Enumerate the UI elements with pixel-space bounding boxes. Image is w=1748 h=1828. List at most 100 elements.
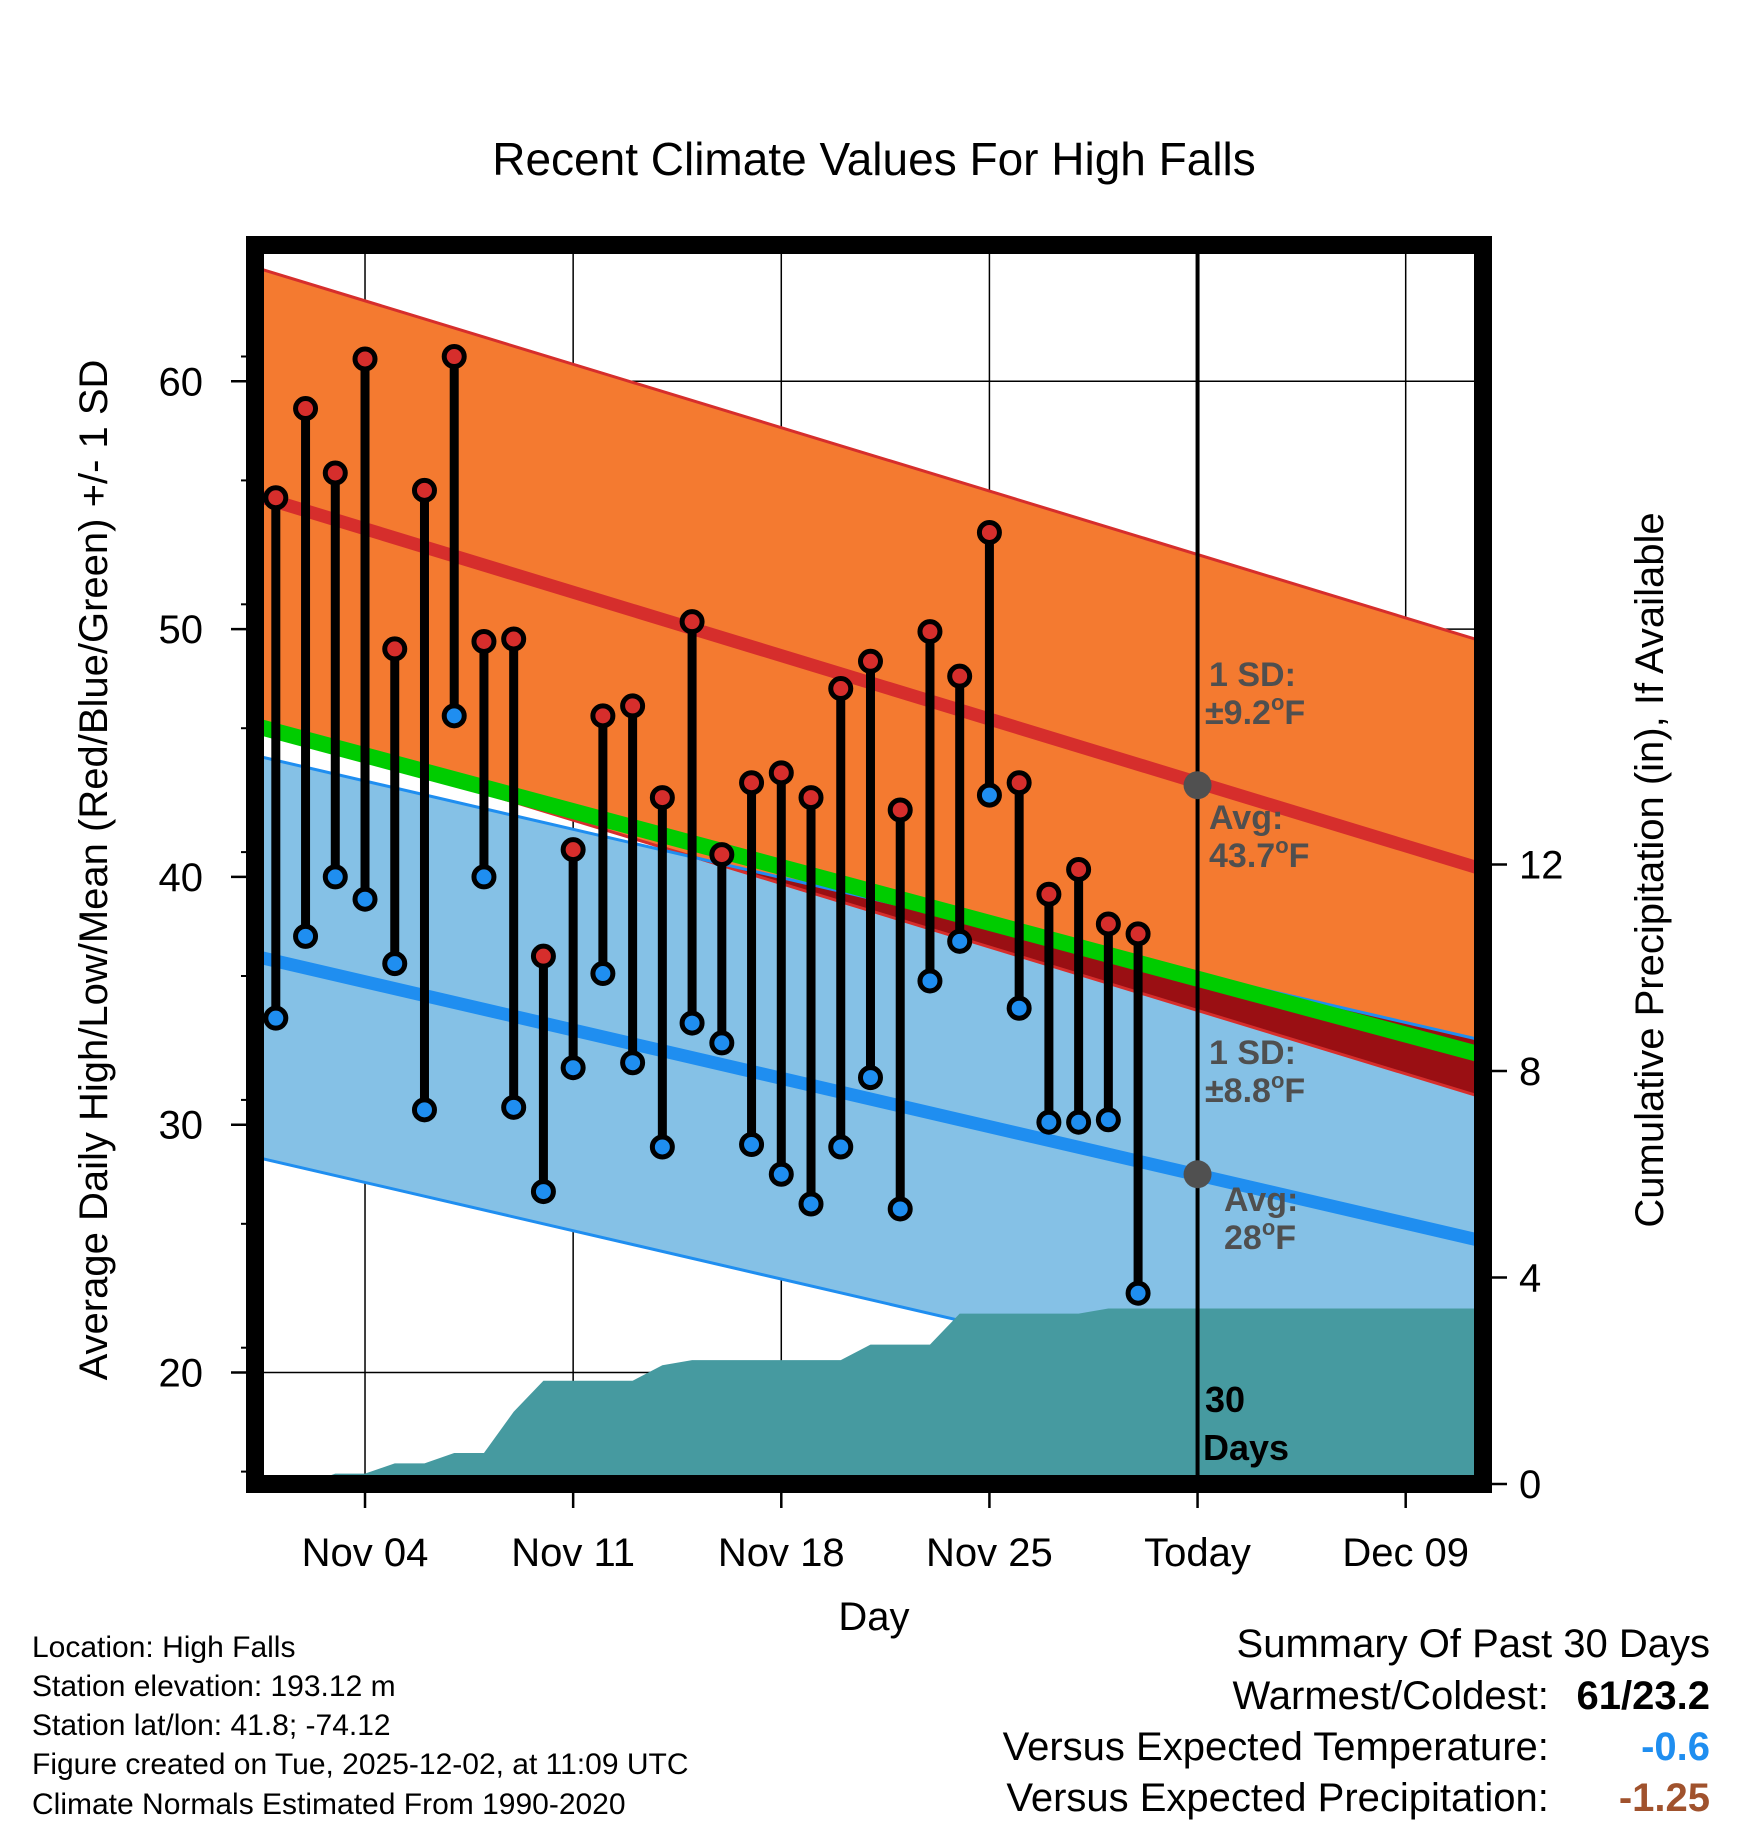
x-tick-label: Nov 18 — [718, 1531, 845, 1575]
y2-tick-label: 4 — [1519, 1257, 1541, 1301]
summary-temp-value: -0.6 — [1641, 1725, 1710, 1769]
obs-high-point — [1125, 921, 1151, 947]
obs-high-point — [887, 797, 913, 823]
obs-high-point — [709, 842, 735, 868]
obs-low-point — [620, 1050, 646, 1076]
obs-low-point — [471, 864, 497, 890]
obs-low-point — [441, 703, 467, 729]
obs-low-point — [411, 1097, 437, 1123]
observations — [263, 344, 1151, 1306]
obs-low-point — [590, 961, 616, 987]
summary-precip-label: Versus Expected Precipitation: — [1006, 1776, 1549, 1820]
obs-high-point — [263, 485, 289, 511]
low-sd-value: ±8.8oF — [1205, 1068, 1305, 1110]
chart-title: Recent Climate Values For High Falls — [492, 133, 1256, 185]
x-tick-label: Nov 04 — [302, 1531, 429, 1575]
x-tick-label: Today — [1144, 1531, 1251, 1575]
summary-precip-value: -1.25 — [1618, 1776, 1710, 1820]
high-sd-upper-line — [255, 265, 1483, 643]
obs-high-point — [411, 477, 437, 503]
obs-low-point — [768, 1161, 794, 1187]
obs-high-point — [471, 628, 497, 654]
plot-frame — [246, 236, 1492, 1493]
high-sd-label: 1 SD: — [1209, 656, 1296, 694]
obs-low-point — [501, 1094, 527, 1120]
high-avg-value: 43.7oF — [1209, 833, 1309, 875]
obs-low-point — [560, 1055, 586, 1081]
obs-low-point — [322, 864, 348, 890]
info-created: Figure created on Tue, 2025-12-02, at 11… — [32, 1748, 689, 1781]
obs-low-point — [293, 923, 319, 949]
info-normals: Climate Normals Estimated From 1990-2020 — [32, 1788, 626, 1821]
info-location: Location: High Falls — [32, 1631, 296, 1664]
y-tick-label: 40 — [159, 856, 204, 900]
summary-warmest: Warmest/Coldest: 61/23.2 — [1233, 1676, 1711, 1716]
obs-low-point — [1125, 1280, 1151, 1306]
x-tick-label: Nov 25 — [926, 1531, 1053, 1575]
obs-low-point — [917, 968, 943, 994]
precip-area — [275, 1308, 1483, 1484]
obs-low-point — [263, 1005, 289, 1031]
obs-high-point — [352, 346, 378, 372]
y-tick-label: 30 — [159, 1104, 204, 1148]
low-avg-marker — [1183, 1160, 1212, 1189]
high-avg-marker — [1183, 771, 1212, 800]
obs-low-point — [1095, 1107, 1121, 1133]
obs-low-point — [709, 1030, 735, 1056]
y2-tick-label: 12 — [1519, 844, 1564, 888]
obs-high-point — [857, 648, 883, 674]
obs-low-point — [352, 886, 378, 912]
obs-high-point — [620, 693, 646, 719]
obs-low-point — [382, 951, 408, 977]
obs-high-point — [649, 785, 675, 811]
obs-high-point — [947, 663, 973, 689]
summary-temp: Versus Expected Temperature: -0.6 — [1003, 1727, 1710, 1767]
x-tick-label: Nov 11 — [511, 1531, 635, 1575]
obs-high-point — [679, 609, 705, 635]
obs-high-point — [1095, 911, 1121, 937]
obs-high-point — [293, 396, 319, 422]
y2-tick-label: 8 — [1519, 1050, 1541, 1094]
y2-axis-label: Cumulative Precipitation (in), If Availa… — [1628, 512, 1672, 1227]
obs-low-point — [1066, 1109, 1092, 1135]
info-latlon: Station lat/lon: 41.8; -74.12 — [32, 1709, 391, 1742]
axes: 20 30 40 50 60 0 4 8 12 Nov 04 Nov 11 Nov 18 Nov 25 T… — [159, 236, 1564, 1575]
y2-tick-label: 0 — [1519, 1463, 1541, 1507]
obs-high-point — [976, 519, 1002, 545]
low-avg-value: 28oF — [1224, 1215, 1296, 1257]
obs-high-point — [530, 943, 556, 969]
summary-warmest-value: 61/23.2 — [1576, 1674, 1710, 1718]
x-axis-label: Day — [838, 1595, 909, 1639]
obs-low-point — [1036, 1109, 1062, 1135]
low-sd-label: 1 SD: — [1209, 1034, 1296, 1072]
summary-title: Summary Of Past 30 Days — [1236, 1622, 1710, 1666]
obs-low-point — [649, 1134, 675, 1160]
obs-high-point — [560, 837, 586, 863]
obs-low-point — [798, 1191, 824, 1217]
low-avg-line — [255, 949, 1483, 1248]
obs-high-point — [739, 770, 765, 796]
obs-high-point — [828, 676, 854, 702]
y-axis-label: Average Daily High/Low/Mean (Red/Blue/Gr… — [72, 360, 116, 1381]
obs-high-point — [768, 760, 794, 786]
obs-low-point — [1006, 995, 1032, 1021]
obs-high-point — [1066, 856, 1092, 882]
obs-low-point — [739, 1132, 765, 1158]
days-count-label: 30 — [1205, 1379, 1245, 1420]
obs-low-point — [679, 1010, 705, 1036]
obs-low-point — [976, 782, 1002, 808]
days-word-label: Days — [1203, 1427, 1289, 1468]
obs-low-point — [947, 928, 973, 954]
obs-high-point — [590, 703, 616, 729]
x-tick-label: Dec 09 — [1342, 1531, 1469, 1575]
obs-high-point — [322, 460, 348, 486]
plot-area — [255, 245, 1483, 1484]
obs-high-point — [441, 344, 467, 370]
obs-low-point — [530, 1179, 556, 1205]
obs-high-point — [798, 785, 824, 811]
summary-precip: Versus Expected Precipitation: -1.25 — [1006, 1778, 1710, 1818]
high-sd-value: ±9.2oF — [1205, 690, 1305, 732]
info-elevation: Station elevation: 193.12 m — [32, 1670, 396, 1703]
